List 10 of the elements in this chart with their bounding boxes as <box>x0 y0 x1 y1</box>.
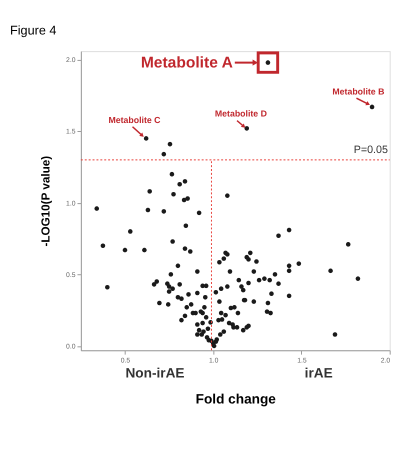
annotation: Metabolite A <box>140 54 233 72</box>
chart-title: Figure 4 <box>10 24 56 38</box>
annotation: Metabolite B <box>332 86 384 96</box>
text: irAE <box>304 366 333 381</box>
annotation: Metabolite C <box>108 114 162 125</box>
text: Non-irAE <box>125 366 185 381</box>
x-axis-title: Fold change <box>196 391 276 406</box>
y-axis-title: -LOG10(P value) <box>39 156 52 247</box>
annotation: Metabolite D <box>214 108 267 119</box>
annotation: P=0.05 <box>354 144 388 156</box>
